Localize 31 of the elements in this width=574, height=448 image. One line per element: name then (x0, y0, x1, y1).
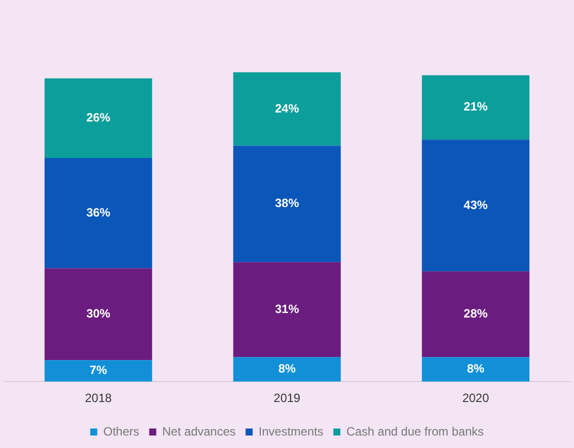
bar (44, 268, 152, 360)
data-label: 7% (90, 363, 108, 378)
bar (422, 75, 530, 140)
legend-label: Cash and due from banks (346, 424, 484, 438)
data-label: 21% (464, 100, 488, 114)
data-label: 31% (274, 302, 300, 316)
data-label: 38% (274, 196, 300, 210)
bar (422, 140, 530, 272)
legend-label: Net advances (162, 424, 236, 438)
legend-label: Others (103, 424, 140, 438)
data-label: 43% (464, 198, 488, 212)
bar (44, 78, 152, 158)
x-tick-label: 2019 (274, 391, 301, 406)
bar (233, 72, 341, 146)
data-label: 8% (278, 362, 296, 376)
data-label: 30% (86, 306, 111, 321)
x-tick-label: 2020 (462, 391, 490, 406)
x-tick-label: 2018 (84, 391, 112, 406)
bar (422, 357, 530, 382)
legend-label: Investments (258, 424, 324, 438)
bar (44, 360, 152, 382)
data-label: 24% (274, 101, 300, 116)
data-label: 26% (86, 110, 111, 124)
data-label: 8% (466, 362, 485, 376)
bar (233, 357, 341, 382)
bar (44, 158, 152, 268)
bar (422, 271, 530, 358)
data-label: 36% (86, 205, 111, 220)
data-label: 28% (464, 306, 488, 321)
bar (233, 262, 341, 358)
bar (233, 146, 341, 262)
